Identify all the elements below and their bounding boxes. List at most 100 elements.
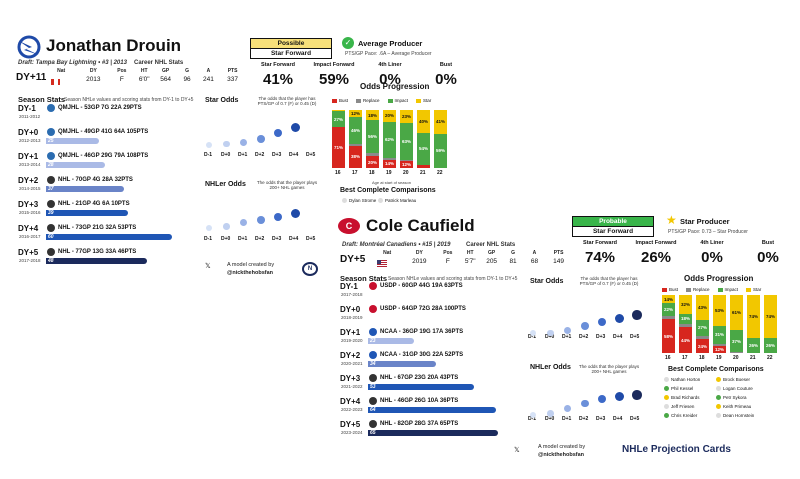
pct-label: Impact Forward <box>635 240 677 246</box>
stacked-bar: 24% 27% 43% <box>696 295 709 353</box>
odds-dot <box>547 410 554 417</box>
player-card-drouin: Jonathan Drouin Draft: Tampa Bay Lightni… <box>0 0 457 290</box>
legend-swatch <box>416 98 422 103</box>
odds-x-label: D+3 <box>596 334 606 340</box>
bar-segment-replace <box>713 343 726 347</box>
legend-item-impact: Impact <box>717 287 738 292</box>
odds-x-label: D+5 <box>306 236 316 242</box>
bar-segment-bust: 14% <box>383 159 396 168</box>
comparison-name: Brock Boeser <box>723 377 751 382</box>
bar-segment-star: 32% <box>679 295 692 314</box>
odds-x-label: D+1 <box>562 334 572 340</box>
odds-dot <box>291 208 300 218</box>
age-note: Age at start of season <box>372 180 411 185</box>
comparison-check-icon <box>664 413 669 419</box>
x-social-icon[interactable]: 𝕏 <box>205 263 211 270</box>
league-usdp-icon <box>369 305 377 313</box>
career-value-ht: 5'7" <box>464 258 476 265</box>
career-header-a: A <box>206 68 211 74</box>
stacked-bar: 14% 62% 20% <box>383 110 396 168</box>
nhle-bar: 37 <box>46 186 124 192</box>
season-line: USDP - 60GP 44G 19A 63PTS <box>380 283 463 289</box>
bar-segment-impact: 27% <box>696 319 709 336</box>
x-social-icon[interactable]: 𝕏 <box>514 447 520 454</box>
odds-x-label: D-1 <box>528 416 537 422</box>
season-years: 2018-2019 <box>341 315 363 320</box>
odds-dot <box>581 322 589 330</box>
season-stats-title: Season Stats <box>340 274 388 283</box>
season-line: NCAA - 31GP 30G 22A 52PTS <box>380 352 464 358</box>
season-years: 2022-2023 <box>341 407 363 412</box>
nhle-bar: 25 <box>46 138 99 144</box>
season-note: Season NHLe values and scoring stats fro… <box>388 276 518 282</box>
league-ncaa-icon <box>369 351 377 359</box>
odds-x-label: D+4 <box>613 334 623 340</box>
league-nhl-icon <box>369 374 377 382</box>
credit-handle[interactable]: @nickthehobsfan <box>227 270 274 276</box>
bar-segment-impact: 37% <box>730 330 743 352</box>
verdict: Star Producer <box>680 217 730 226</box>
age-label: 19 <box>386 170 392 176</box>
comparison-check-icon <box>664 395 669 401</box>
age-label: 16 <box>335 170 341 176</box>
odds-dot <box>615 391 624 401</box>
odds-x-label: D+4 <box>289 236 299 242</box>
legend-swatch <box>686 287 692 292</box>
legend-label: Bust <box>669 287 679 292</box>
career-header-dy: DY <box>89 68 97 74</box>
bar-segment-replace <box>679 324 692 328</box>
nhle-bar: 65 <box>368 430 498 436</box>
career-header-gp: GP <box>488 250 496 256</box>
bar-segment-bust: 24% <box>696 339 709 353</box>
career-header: Nat DY Pos HT GP G A PTS <box>46 68 246 74</box>
odds-dot <box>257 134 265 143</box>
career-value-dy: 2013 <box>86 76 101 83</box>
probability-category: Star Forward <box>573 226 653 236</box>
league-usdp-icon <box>369 282 377 290</box>
odds-dot <box>598 317 607 326</box>
bar-segment-impact: 62% <box>383 121 396 158</box>
career-value-a: 241 <box>203 76 214 83</box>
bar-segment-star: 14% <box>662 295 675 304</box>
comparison-name: Chris Kreider <box>671 413 698 418</box>
star-odds-title: Star Odds <box>530 278 564 285</box>
career-value-gp: 205 <box>486 258 498 265</box>
legend-label: Replace <box>693 287 710 292</box>
legend-label: Impact <box>394 98 409 103</box>
odds-dot <box>274 212 283 222</box>
comparison-name: Nathan Horton <box>671 377 701 382</box>
best-comps-title: Best Complete Comparisons <box>668 366 764 373</box>
odds-dot <box>615 313 624 323</box>
nhle-bar: 34 <box>368 361 436 367</box>
season-years: 2016-2017 <box>19 234 41 239</box>
bar-segment-impact: 18% <box>679 313 692 325</box>
season-dy: DY+5 <box>340 420 361 429</box>
pct-value: 59% <box>318 71 350 88</box>
comparison-check-icon <box>716 386 721 392</box>
star-odds-desc: The odds that the player has PTS/GP of 0… <box>257 96 317 107</box>
season-line: NHL - 21GP 4G 6A 10PTS <box>58 201 130 207</box>
career-value-ht: 6'0" <box>138 76 150 83</box>
comparison-item: Jeff Friesen <box>664 404 695 410</box>
season-dy: DY+2 <box>18 176 39 185</box>
odds-dot <box>530 411 536 418</box>
career-value-pos: F <box>445 258 450 265</box>
odds-dot <box>632 390 642 401</box>
league-nhl-icon <box>47 224 55 232</box>
credit-handle[interactable]: @nickthehobsfan <box>538 452 585 458</box>
season-line: QMJHL - 49GP 41G 64A 105PTS <box>58 129 149 135</box>
age-label: 21 <box>420 170 426 176</box>
bar-segment-bust: 58% <box>662 319 675 353</box>
legend-item-star: Star <box>416 98 431 103</box>
bar-segment-star: 43% <box>696 295 709 320</box>
odds-dot <box>223 140 230 148</box>
season-dy: DY+0 <box>340 305 361 314</box>
season-years: 2011-2012 <box>19 114 41 119</box>
season-line: NHL - 82GP 28G 37A 65PTS <box>380 421 459 427</box>
comparison-name: Jeff Friesen <box>671 404 695 409</box>
bar-segment-star: 61% <box>730 295 743 331</box>
odds-legend: Bust Replace Impact Star <box>662 287 761 292</box>
comparison-check-icon <box>378 198 383 204</box>
comparison-item: Brock Boeser <box>716 377 751 383</box>
nhle-bar: 64 <box>368 407 496 413</box>
